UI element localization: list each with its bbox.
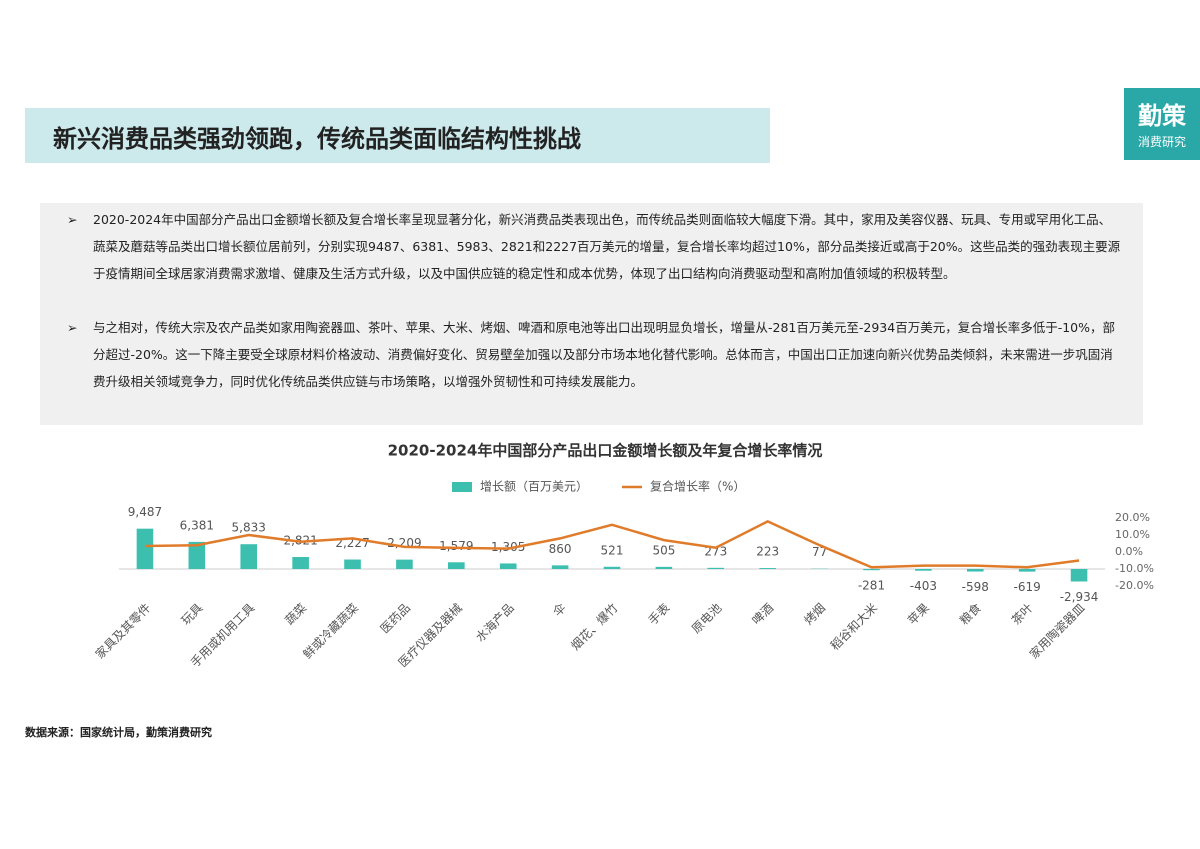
legend-label: 复合增长率（%）: [650, 479, 745, 494]
bar: [655, 566, 673, 569]
bar: [1018, 569, 1036, 572]
chart: 2020-2024年中国部分产品出口金额增长额及年复合增长率情况 20.0% 10…: [92, 442, 1154, 671]
bullet-text: 2020-2024年中国部分产品出口金额增长额及复合增长率呈现显著分化，新兴消费…: [93, 212, 1121, 281]
x-tick-label: 伞: [550, 600, 569, 619]
y2-tick-label: -20.0%: [1115, 579, 1154, 592]
x-tick-label: 稻谷和大米: [828, 601, 880, 653]
title: 新兴消费品类强劲领跑，传统品类面临结构性挑战: [53, 125, 581, 153]
x-tick-label: 家具及其零件: [92, 600, 154, 662]
header: 新兴消费品类强劲领跑，传统品类面临结构性挑战: [25, 108, 770, 163]
bar: [136, 528, 154, 569]
y2-tick-label: 20.0%: [1115, 511, 1150, 524]
value-label: 860: [549, 542, 572, 556]
x-tick-label: 手表: [646, 601, 673, 628]
bullet-icon: ➢: [67, 320, 78, 335]
bar: [396, 559, 413, 569]
logo-main: 勤策: [1138, 102, 1186, 130]
bar: [188, 541, 206, 569]
bar: [292, 557, 309, 569]
value-label: 77: [812, 545, 827, 559]
bar: [344, 559, 361, 569]
bar: [966, 569, 984, 572]
x-tick-label: 烟花、爆竹: [568, 600, 621, 653]
x-tick-label: 水海产品: [472, 600, 517, 645]
value-label: 1,305: [491, 540, 525, 554]
value-label: 5,833: [232, 521, 266, 535]
bar: [759, 568, 776, 569]
value-label: -2,934: [1060, 590, 1099, 604]
legend-label: 增长额（百万美元）: [480, 480, 588, 494]
bullet-icon: ➢: [67, 212, 78, 227]
bullet: ➢ 与之相对，传统大宗及农产品类如家用陶瓷器皿、茶叶、苹果、大米、烤烟、啤酒和原电…: [67, 314, 1123, 395]
bar: [707, 567, 725, 569]
value-label: 6,381: [180, 518, 214, 532]
x-tick-label: 鲜或冷藏蔬菜: [300, 601, 361, 662]
value-label: -619: [1014, 580, 1041, 594]
x-tick-label: 家用陶瓷器皿: [1026, 600, 1088, 662]
chart-title: 2020-2024年中国部分产品出口金额增长额及年复合增长率情况: [388, 442, 823, 460]
bar: [1070, 569, 1088, 582]
value-label: -598: [962, 580, 989, 594]
value-label: -403: [910, 579, 937, 593]
x-tick-label: 烤烟: [801, 600, 829, 628]
legend-swatch: [452, 482, 472, 492]
value-label: -281: [858, 579, 885, 593]
value-label: 223: [756, 545, 779, 559]
bar: [603, 566, 621, 569]
logo: 勤策 消费研究: [1124, 88, 1200, 160]
y2-tick-label: 0.0%: [1115, 545, 1143, 558]
bullet-box: [40, 203, 1143, 425]
y2-tick-label: -10.0%: [1115, 562, 1154, 575]
source: 数据来源：国家统计局，勤策消费研究: [25, 726, 212, 739]
x-tick-label: 茶叶: [1008, 600, 1036, 628]
x-tick-label: 粮食: [956, 600, 984, 628]
value-label: 1,579: [439, 539, 473, 553]
x-tick-label: 玩具: [179, 601, 206, 628]
y2-tick-label: 10.0%: [1115, 528, 1150, 541]
x-tick-label: 蔬菜: [282, 601, 309, 628]
bar: [448, 562, 465, 569]
bar: [499, 563, 517, 569]
logo-sub: 消费研究: [1137, 135, 1186, 149]
value-label: 2,821: [283, 534, 317, 548]
line: [144, 520, 1080, 569]
x-tick-label: 啤酒: [749, 600, 777, 628]
x-tick-label: 苹果: [905, 601, 932, 628]
x-tick-label: 医药品: [378, 601, 413, 636]
value-label: 505: [652, 543, 675, 557]
bar: [240, 544, 258, 569]
value-label: 9,487: [128, 505, 162, 519]
bar: [863, 569, 880, 571]
bullet-text: 与之相对，传统大宗及农产品类如家用陶瓷器皿、茶叶、苹果、大米、烤烟、啤酒和原电池…: [93, 320, 1115, 389]
bar: [915, 569, 932, 571]
x-tick-label: 原电池: [689, 601, 724, 636]
bullet: ➢ 2020-2024年中国部分产品出口金额增长额及复合增长率呈现显著分化，新兴消…: [67, 206, 1123, 287]
value-label: 521: [601, 543, 624, 557]
bar: [551, 565, 569, 569]
